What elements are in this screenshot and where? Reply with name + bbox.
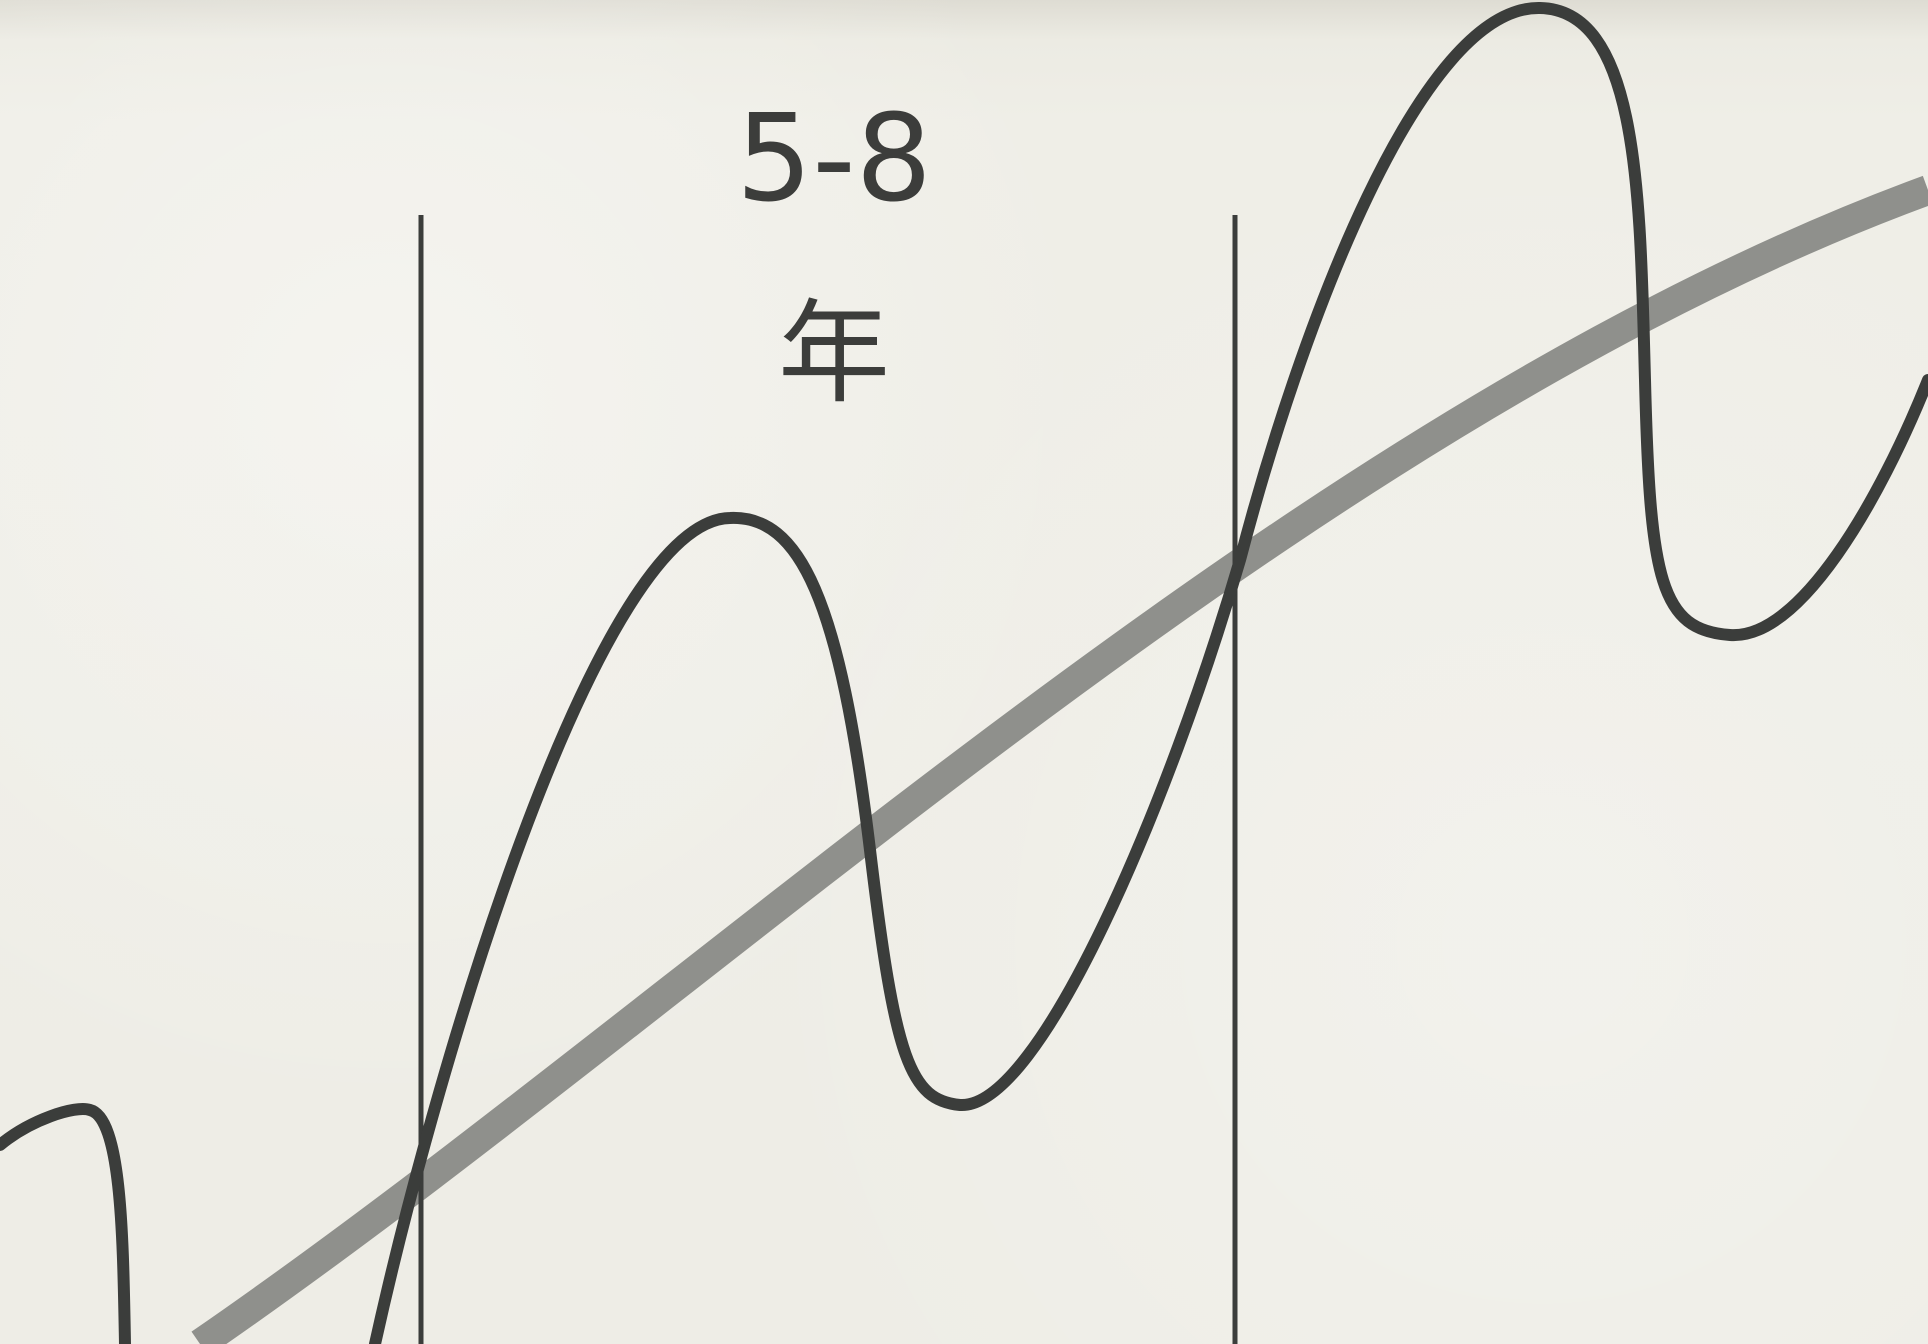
period-range-label: 5-8 [736, 90, 932, 229]
trend-curve [191, 175, 1928, 1344]
period-unit-label: 年 [778, 289, 890, 419]
